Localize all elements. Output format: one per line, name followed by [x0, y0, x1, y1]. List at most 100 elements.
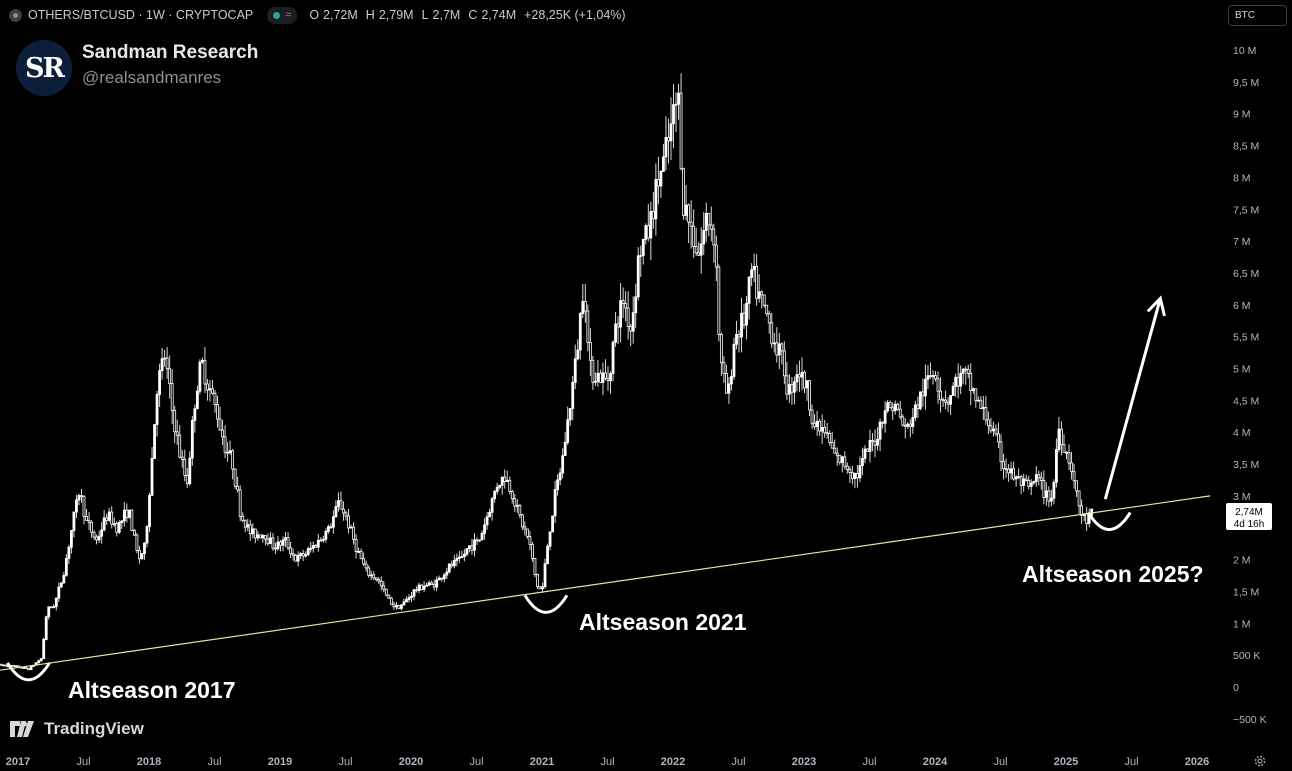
ohlc-readout: O 2,72M H 2,79M L 2,7M C 2,74M +28,25K (+1,0… — [309, 8, 629, 22]
market-status[interactable]: ≈ — [267, 6, 298, 24]
candle-body — [548, 531, 552, 547]
x-axis-tick-label: Jul — [469, 756, 483, 768]
candle-body — [808, 380, 811, 411]
candle-body — [850, 472, 854, 479]
candle-body — [54, 597, 58, 608]
candle-body — [130, 509, 134, 531]
candle-body — [483, 524, 486, 534]
candle-body — [1072, 471, 1076, 482]
candle-body — [606, 377, 610, 382]
candle-body — [263, 535, 267, 540]
candle-body — [820, 427, 824, 432]
candle-body — [468, 545, 471, 549]
candle-body — [148, 494, 151, 528]
candle-body — [233, 468, 237, 487]
candle-body — [1022, 478, 1026, 486]
candle-body — [427, 582, 431, 586]
y-axis-tick-label: 10 M — [1233, 45, 1256, 57]
y-axis-tick-label: 8,5 M — [1233, 141, 1259, 153]
last-price-badge — [1226, 503, 1272, 530]
candle-body — [455, 557, 459, 561]
candle-body — [256, 534, 260, 539]
candle-body — [997, 433, 1000, 443]
candle-body — [770, 322, 774, 345]
candle-body — [994, 428, 998, 435]
candle-body — [805, 380, 809, 389]
candle-body — [203, 359, 207, 385]
candle-body — [430, 582, 434, 585]
ohlc-high-value: 2,79M — [378, 8, 414, 22]
candle-body — [578, 313, 582, 351]
candle-body — [329, 526, 333, 529]
candle-body — [533, 557, 537, 575]
candle-body — [916, 404, 920, 410]
candle-body — [498, 484, 502, 488]
x-axis-tick-label: 2025 — [1054, 756, 1078, 768]
candle-body — [127, 509, 131, 518]
y-axis-tick-label: 9 M — [1233, 109, 1251, 121]
ohlc-low-key: L — [421, 8, 429, 22]
candle-body — [1007, 468, 1010, 474]
candle-body — [85, 516, 88, 521]
candle-body — [57, 586, 61, 599]
candle-body — [790, 384, 794, 393]
candle-body — [798, 374, 801, 378]
candle-body — [931, 375, 935, 377]
candle-body — [571, 381, 575, 409]
ohlc-close-key: C — [468, 8, 478, 22]
candle-body — [951, 385, 955, 396]
candle-body — [291, 553, 295, 556]
candle-body — [856, 472, 859, 479]
candle-body — [503, 476, 507, 483]
candle-body — [160, 358, 164, 371]
candle-body — [344, 512, 348, 517]
y-axis-tick-label: 6,5 M — [1233, 268, 1259, 280]
candle-body — [27, 668, 30, 671]
candle-body — [641, 238, 645, 256]
candle-body — [833, 447, 837, 454]
candle-body — [77, 495, 81, 501]
candle-body — [823, 427, 827, 434]
candle-body — [170, 383, 174, 411]
symbol-title[interactable]: OTHERS/BTCUSD · 1W · CRYPTOCAP — [28, 8, 254, 22]
candle-body — [22, 667, 25, 669]
candle-body — [961, 368, 965, 374]
candle-body — [863, 448, 867, 459]
candle-body — [304, 554, 308, 557]
candle-body — [500, 476, 504, 486]
candle-body — [992, 428, 995, 432]
candle-body — [1042, 480, 1046, 498]
candle-body — [588, 341, 592, 361]
y-axis-tick-label: −500 K — [1233, 714, 1267, 726]
y-axis-tick-label: 2 M — [1233, 555, 1251, 567]
candle-body — [143, 542, 146, 555]
candle-body — [1029, 482, 1033, 487]
candle-body — [402, 601, 406, 606]
candle-body — [956, 376, 960, 387]
candle-body — [881, 421, 884, 424]
chart-header: OTHERS/BTCUSD · 1W · CRYPTOCAP ≈ O 2,72M … — [0, 0, 1230, 30]
candle-body — [394, 605, 398, 608]
settings-gear-icon[interactable] — [1253, 754, 1267, 768]
currency-selector[interactable]: BTC — [1228, 5, 1287, 26]
candle-body — [440, 577, 444, 580]
candle-body — [1055, 449, 1058, 483]
candle-body — [1057, 428, 1061, 450]
candle-body — [488, 511, 492, 518]
candle-body — [140, 553, 144, 560]
candle-body — [367, 567, 371, 576]
brand-handle: @realsandmanres — [82, 68, 222, 87]
candle-body — [840, 456, 844, 463]
candle-body — [42, 639, 46, 660]
candle-body — [478, 539, 481, 542]
candle-body — [369, 574, 373, 577]
y-axis-tick-label: 5,5 M — [1233, 332, 1259, 344]
candle-body — [374, 577, 378, 581]
candle-body — [619, 300, 622, 328]
candle-body — [435, 579, 439, 588]
candle-body — [551, 515, 554, 533]
candle-body — [324, 531, 328, 540]
candle-body — [432, 583, 436, 588]
candle-body — [989, 425, 993, 432]
